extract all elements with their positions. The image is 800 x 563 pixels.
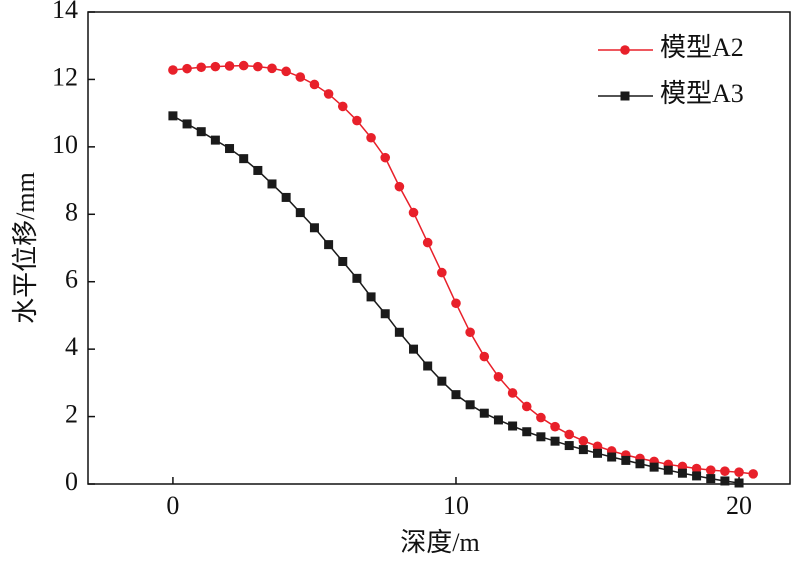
marker bbox=[366, 292, 376, 302]
marker bbox=[692, 471, 702, 481]
marker bbox=[734, 467, 744, 478]
marker bbox=[366, 132, 376, 143]
marker bbox=[592, 441, 603, 452]
marker bbox=[734, 478, 744, 488]
marker bbox=[210, 61, 221, 72]
marker bbox=[593, 448, 603, 458]
y-axis-label: 水平位移/mm bbox=[11, 172, 40, 324]
marker bbox=[309, 223, 319, 233]
marker bbox=[677, 468, 687, 478]
marker bbox=[309, 79, 320, 90]
marker bbox=[168, 111, 178, 121]
marker bbox=[465, 327, 475, 338]
marker bbox=[521, 401, 532, 412]
marker bbox=[748, 469, 759, 479]
marker bbox=[196, 127, 206, 137]
series-line bbox=[172, 64, 754, 475]
marker bbox=[267, 63, 277, 74]
marker bbox=[225, 144, 235, 154]
y-tick-label: 12 bbox=[52, 62, 78, 91]
marker bbox=[352, 115, 362, 126]
marker bbox=[239, 154, 249, 164]
marker bbox=[352, 273, 362, 283]
marker bbox=[635, 459, 645, 469]
y-tick-label: 4 bbox=[65, 332, 78, 361]
marker bbox=[337, 101, 348, 112]
y-tick-label: 2 bbox=[65, 400, 78, 429]
marker bbox=[578, 445, 588, 455]
x-tick-label: 20 bbox=[726, 491, 752, 520]
marker bbox=[182, 119, 192, 129]
y-tick-label: 10 bbox=[52, 130, 78, 159]
marker bbox=[224, 61, 235, 71]
marker bbox=[508, 421, 518, 431]
marker bbox=[324, 240, 334, 250]
marker bbox=[720, 466, 730, 476]
marker bbox=[479, 351, 490, 362]
marker bbox=[621, 455, 631, 465]
marker bbox=[168, 65, 178, 75]
marker bbox=[210, 135, 220, 145]
marker bbox=[465, 400, 475, 410]
y-tick-label: 6 bbox=[65, 265, 78, 294]
marker bbox=[295, 72, 306, 82]
marker bbox=[522, 427, 532, 437]
marker bbox=[238, 60, 249, 71]
marker bbox=[281, 192, 291, 202]
marker bbox=[607, 452, 617, 462]
marker bbox=[253, 165, 263, 175]
marker bbox=[550, 421, 560, 432]
legend-marker bbox=[620, 91, 630, 101]
marker bbox=[394, 181, 405, 192]
marker bbox=[423, 361, 433, 371]
marker bbox=[536, 432, 546, 442]
marker bbox=[408, 207, 419, 218]
legend-label: 模型A2 bbox=[660, 33, 744, 62]
marker bbox=[493, 415, 503, 425]
marker bbox=[663, 465, 673, 475]
marker bbox=[649, 462, 659, 472]
marker bbox=[323, 89, 334, 99]
x-tick-label: 0 bbox=[166, 491, 179, 520]
y-tick-label: 0 bbox=[65, 467, 78, 496]
marker bbox=[409, 344, 419, 354]
marker bbox=[720, 476, 730, 486]
marker bbox=[253, 61, 263, 72]
marker bbox=[564, 429, 575, 440]
legend-marker bbox=[620, 45, 630, 55]
legend-label: 模型A3 bbox=[660, 79, 744, 108]
marker bbox=[705, 465, 716, 475]
marker bbox=[564, 441, 574, 451]
x-tick-label: 10 bbox=[443, 491, 469, 520]
marker bbox=[479, 408, 489, 418]
marker bbox=[507, 388, 518, 398]
marker bbox=[536, 412, 546, 423]
x-axis-label: 深度/m bbox=[400, 528, 479, 557]
marker bbox=[451, 298, 461, 309]
marker bbox=[196, 62, 207, 73]
marker bbox=[493, 371, 504, 382]
marker bbox=[295, 208, 305, 218]
plot-frame bbox=[87, 11, 791, 485]
marker bbox=[394, 327, 404, 337]
marker bbox=[338, 256, 348, 266]
marker bbox=[380, 152, 391, 163]
marker bbox=[422, 237, 433, 248]
marker bbox=[267, 179, 277, 189]
marker bbox=[550, 436, 560, 446]
y-tick-label: 14 bbox=[52, 0, 78, 24]
marker bbox=[578, 436, 589, 446]
marker bbox=[182, 63, 192, 74]
y-tick-label: 8 bbox=[65, 197, 78, 226]
marker bbox=[706, 474, 716, 484]
marker bbox=[380, 309, 390, 319]
marker bbox=[437, 267, 447, 278]
marker bbox=[437, 376, 447, 386]
marker bbox=[451, 390, 461, 400]
marker bbox=[281, 66, 291, 77]
marker bbox=[691, 463, 702, 474]
